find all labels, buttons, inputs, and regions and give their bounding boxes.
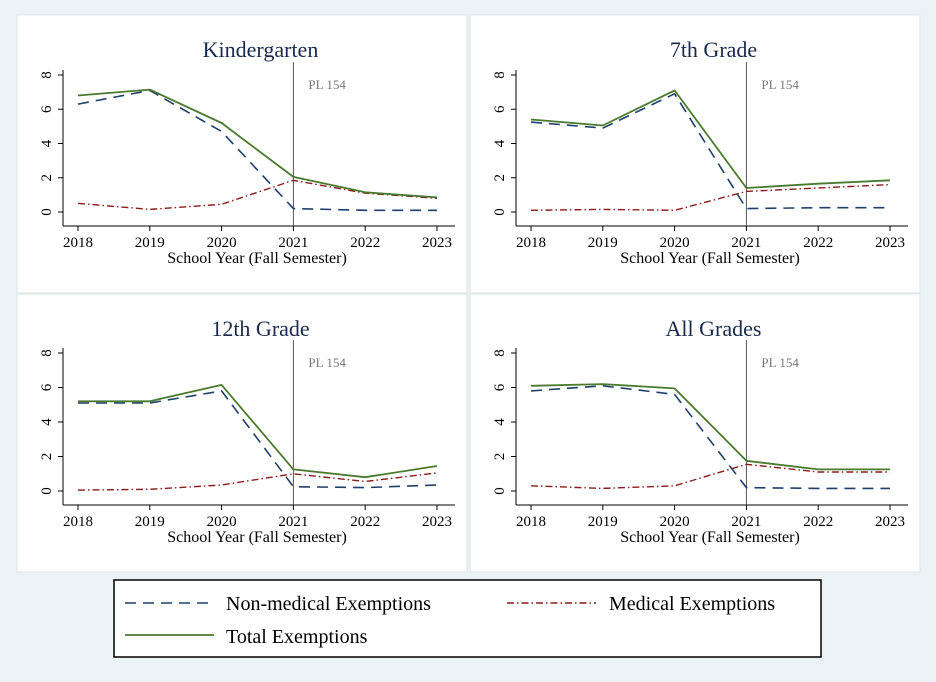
- series-line-total: [77, 88, 438, 199]
- series-line-total: [78, 383, 438, 479]
- legend-box: [113, 579, 822, 658]
- y-tick-label: 2: [492, 453, 508, 461]
- y-tick-label: 4: [492, 139, 508, 147]
- x-tick-label: 2019: [588, 235, 618, 251]
- y-tick-label: 0: [492, 487, 508, 495]
- legend-label-total: Total Exemptions: [226, 626, 368, 648]
- legend-label-medical: Medical Exemptions: [609, 593, 775, 615]
- series-line-medical: [530, 183, 891, 212]
- x-tick-label: 2023: [875, 235, 905, 251]
- y-tick-label: 6: [492, 383, 508, 391]
- y-tick-label: 6: [39, 105, 55, 113]
- y-tick-label: 0: [39, 487, 55, 495]
- x-tick-label: 2020: [660, 514, 690, 530]
- annotation-label: PL 154: [308, 77, 346, 92]
- x-axis-label: School Year (Fall Semester): [620, 250, 800, 267]
- x-tick-label: 2021: [731, 514, 761, 530]
- x-axis-label: School Year (Fall Semester): [620, 529, 800, 546]
- x-axis-label: School Year (Fall Semester): [167, 250, 347, 267]
- panel-title: Kindergarten: [203, 37, 319, 62]
- series-line-nonmedical: [530, 384, 890, 490]
- x-tick-label: 2019: [135, 235, 165, 251]
- x-tick-label: 2019: [135, 514, 165, 530]
- annotation-label: PL 154: [761, 77, 799, 92]
- x-tick-label: 2023: [875, 514, 905, 530]
- panel-title: 12th Grade: [211, 316, 309, 341]
- y-tick-label: 2: [492, 174, 508, 182]
- y-tick-label: 8: [492, 349, 508, 357]
- y-tick-label: 4: [492, 418, 508, 426]
- chart-panel: All Grades 0 2 4 6 8 2018 2019 2020 2021 2022 2023 S…: [469, 293, 921, 573]
- x-tick-label: 2018: [516, 514, 546, 530]
- x-tick-label: 2021: [278, 235, 308, 251]
- y-tick-label: 6: [39, 383, 55, 391]
- series-line-nonmedical: [530, 93, 890, 210]
- x-tick-label: 2022: [803, 235, 833, 251]
- y-tick-label: 8: [492, 71, 508, 79]
- series-line-nonmedical: [78, 390, 438, 489]
- y-tick-label: 2: [39, 174, 55, 182]
- x-tick-label: 2021: [278, 514, 308, 530]
- x-tick-label: 2020: [207, 514, 237, 530]
- legend-label-nonmedical: Non-medical Exemptions: [226, 593, 431, 615]
- x-tick-label: 2023: [422, 235, 452, 251]
- y-tick-label: 0: [492, 208, 508, 216]
- y-tick-label: 4: [39, 139, 55, 147]
- panel-background: [16, 293, 468, 573]
- y-tick-label: 4: [39, 418, 55, 426]
- panel-title: All Grades: [666, 316, 762, 341]
- series-line-medical: [77, 472, 438, 491]
- x-tick-label: 2020: [207, 235, 237, 251]
- chart-panel: 12th Grade 0 2 4 6 8 2018 2019 2020 2021 2022 2023 S…: [16, 293, 468, 573]
- x-tick-label: 2018: [63, 514, 93, 530]
- annotation-label: PL 154: [308, 355, 346, 370]
- y-tick-label: 2: [39, 453, 55, 461]
- x-tick-label: 2022: [350, 235, 380, 251]
- x-tick-label: 2020: [660, 235, 690, 251]
- x-tick-label: 2022: [350, 514, 380, 530]
- x-tick-label: 2021: [731, 235, 761, 251]
- panel-title: 7th Grade: [670, 37, 757, 62]
- series-line-total: [530, 383, 890, 471]
- panel-background: [469, 14, 921, 294]
- y-tick-label: 0: [39, 208, 55, 216]
- x-tick-label: 2018: [516, 235, 546, 251]
- annotation-label: PL 154: [761, 355, 799, 370]
- x-tick-label: 2023: [422, 514, 452, 530]
- y-tick-label: 8: [39, 349, 55, 357]
- legend: Non-medical Exemptions Medical Exemption…: [113, 579, 822, 658]
- x-tick-label: 2022: [803, 514, 833, 530]
- chart-panel: Kindergarten 0 2 4 6 8 2018 2019 2020 2021 2022 202…: [16, 14, 468, 294]
- chart-panel: 7th Grade 0 2 4 6 8 2018 2019 2020 2021 2022 2023 Sc…: [469, 14, 921, 294]
- y-tick-label: 8: [39, 71, 55, 79]
- x-axis-label: School Year (Fall Semester): [167, 529, 347, 546]
- series-line-medical: [530, 463, 890, 490]
- y-tick-label: 6: [492, 105, 508, 113]
- series-line-total: [530, 89, 891, 189]
- x-tick-label: 2018: [63, 235, 93, 251]
- x-tick-label: 2019: [588, 514, 618, 530]
- series-line-nonmedical: [77, 89, 437, 212]
- panel-background: [469, 293, 921, 573]
